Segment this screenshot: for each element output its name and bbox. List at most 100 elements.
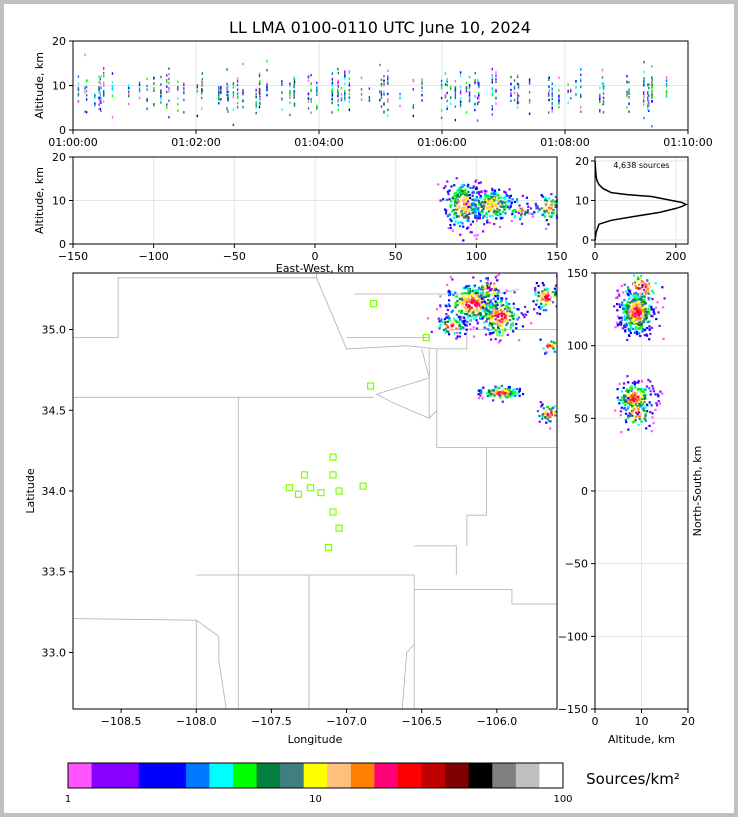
source-cell xyxy=(626,312,629,315)
source-point xyxy=(98,80,100,84)
source-cell xyxy=(444,212,448,215)
source-cell xyxy=(641,315,644,318)
source-point xyxy=(111,72,114,75)
source-point xyxy=(647,108,649,111)
source-cell xyxy=(485,212,488,216)
source-cell xyxy=(502,303,505,307)
source-cell xyxy=(449,276,452,279)
source-cell xyxy=(535,282,538,285)
source-point xyxy=(307,107,310,110)
source-cell xyxy=(458,224,462,228)
source-cell xyxy=(449,204,452,207)
source-cell xyxy=(475,308,479,312)
source-cell xyxy=(633,331,637,334)
source-cell xyxy=(643,295,646,298)
source-cell xyxy=(637,276,640,279)
source-cell xyxy=(535,303,538,306)
source-point xyxy=(102,71,105,75)
source-cell xyxy=(491,294,494,297)
source-cell xyxy=(508,313,511,317)
source-cell xyxy=(523,213,526,216)
lma-station-marker xyxy=(294,490,303,498)
source-cell xyxy=(450,200,453,203)
source-cell xyxy=(476,289,480,292)
source-point xyxy=(510,94,512,97)
source-cell xyxy=(548,197,551,200)
source-cell xyxy=(553,350,556,353)
source-point xyxy=(310,100,312,103)
source-cell xyxy=(637,398,641,401)
source-cell xyxy=(642,288,646,292)
source-point xyxy=(183,98,185,102)
source-cell xyxy=(492,305,495,309)
source-cell xyxy=(648,304,651,307)
source-cell xyxy=(454,319,457,322)
source-cell xyxy=(509,326,512,329)
source-point xyxy=(491,91,494,95)
source-cell xyxy=(646,279,649,282)
source-cell xyxy=(479,211,482,214)
source-cell xyxy=(448,294,451,297)
source-cell xyxy=(649,285,652,288)
source-point xyxy=(495,77,497,81)
source-point xyxy=(516,74,519,77)
source-cell xyxy=(616,324,619,327)
source-point xyxy=(227,110,229,113)
source-cell xyxy=(550,413,553,416)
source-cell xyxy=(647,289,650,293)
source-cell xyxy=(502,394,505,397)
y-tick-label: 33.5 xyxy=(42,566,67,579)
source-cell xyxy=(491,302,494,305)
source-point xyxy=(227,99,229,102)
source-cell xyxy=(455,194,458,197)
source-point xyxy=(168,72,170,76)
source-cell xyxy=(552,347,555,350)
source-cell xyxy=(623,298,626,302)
source-point xyxy=(177,103,179,106)
source-cell xyxy=(623,310,626,313)
source-cell xyxy=(477,393,480,396)
source-cell xyxy=(649,297,652,300)
source-point xyxy=(528,112,531,115)
source-cell xyxy=(647,283,650,286)
source-point xyxy=(628,88,630,92)
source-cell xyxy=(641,328,644,331)
source-point xyxy=(528,101,531,104)
source-cell xyxy=(444,322,447,325)
source-point xyxy=(218,95,220,98)
source-point xyxy=(258,82,261,85)
source-point xyxy=(399,97,401,100)
source-point xyxy=(440,116,443,120)
source-cell xyxy=(529,207,532,210)
source-cell xyxy=(646,287,650,290)
source-cell xyxy=(639,295,642,298)
source-point xyxy=(258,88,261,91)
source-cell xyxy=(467,210,470,213)
x-tick-label: −50 xyxy=(223,250,246,263)
source-cell xyxy=(474,187,477,190)
source-cell xyxy=(512,312,516,315)
colorbar-swatch xyxy=(209,763,234,788)
source-cell xyxy=(642,305,645,308)
source-point xyxy=(570,88,572,91)
source-cell xyxy=(444,331,447,334)
source-cell xyxy=(466,200,470,203)
source-cell xyxy=(541,402,544,405)
source-cell xyxy=(510,324,513,327)
source-point xyxy=(337,104,340,107)
source-cell xyxy=(623,323,627,326)
source-cell xyxy=(499,217,502,220)
source-cell xyxy=(512,302,515,305)
source-cell xyxy=(627,294,630,297)
source-cell xyxy=(635,299,639,302)
source-cell xyxy=(640,404,643,407)
source-cell xyxy=(627,288,630,292)
source-point xyxy=(289,82,291,85)
source-cell xyxy=(452,216,455,219)
source-cell xyxy=(545,219,548,222)
source-cell xyxy=(500,313,503,316)
source-point xyxy=(468,98,471,101)
source-cell xyxy=(632,396,635,399)
source-point xyxy=(146,97,148,101)
source-cell xyxy=(623,407,626,410)
